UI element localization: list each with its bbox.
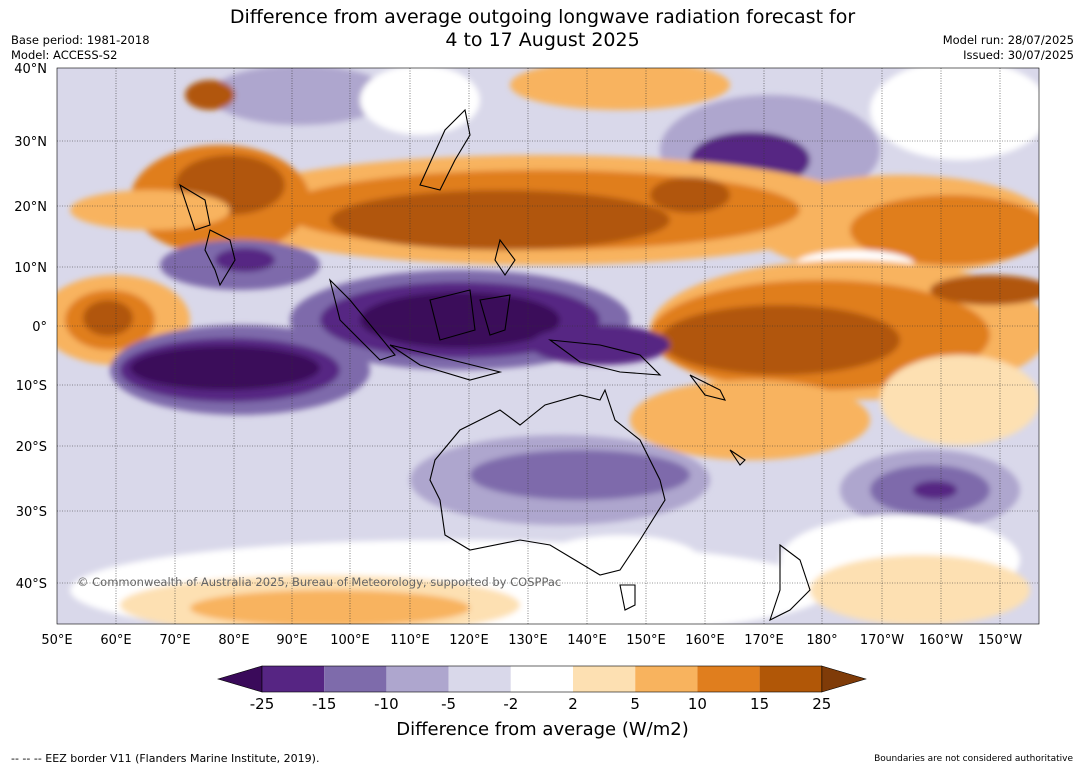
lon-label: 90°E: [276, 633, 307, 648]
lon-label: 140°E: [567, 633, 607, 648]
issued-date: Issued: 30/07/2025: [963, 48, 1074, 62]
left-meta: Base period: 1981-2018 Model: ACCESS-S2: [11, 33, 150, 63]
anomaly-field: [57, 68, 1039, 624]
colorbar-bin: [324, 666, 387, 692]
lon-label: 130°E: [508, 633, 548, 648]
colorbar-tick-label: -25: [250, 695, 275, 713]
colorbar-bin: [759, 666, 822, 692]
lat-label: 10°S: [16, 379, 47, 394]
colorbar-title: Difference from average (W/m2): [396, 719, 689, 740]
colorbar-bin: [510, 666, 573, 692]
lat-label: 30°S: [16, 505, 47, 520]
lon-label: 180°: [806, 633, 837, 648]
copyright-notice: © Commonwealth of Australia 2025, Bureau…: [77, 575, 561, 589]
colorbar-tick-label: 25: [812, 695, 831, 713]
lon-label: 110°E: [390, 633, 430, 648]
graticule: [57, 68, 1039, 624]
colorbar-bin: [386, 666, 449, 692]
boundaries-note: Boundaries are not considered authoritat…: [874, 754, 1073, 764]
colorbar-bin: [573, 666, 636, 692]
colorbar-bin: [635, 666, 698, 692]
map-title-line2: 4 to 17 August 2025: [445, 29, 640, 51]
lon-label: 50°E: [41, 633, 72, 648]
colorbar-tick-label: -10: [374, 695, 399, 713]
lon-label: 160°E: [685, 633, 725, 648]
lon-label: 80°E: [218, 633, 249, 648]
model-name: Model: ACCESS-S2: [11, 48, 118, 62]
colorbar-tick-label: 10: [688, 695, 707, 713]
model-run: Model run: 28/07/2025: [942, 33, 1074, 47]
coastlines: [179, 108, 811, 622]
lat-label: 40°S: [16, 577, 47, 592]
lon-label: 150°W: [978, 633, 1022, 648]
colorbar-min-arrow: [216, 665, 263, 693]
colorbar-tick-label: 15: [750, 695, 769, 713]
lat-label: 30°N: [14, 135, 47, 150]
lon-label: 170°W: [860, 633, 904, 648]
base-period: Base period: 1981-2018: [11, 33, 150, 47]
lon-label: 150°E: [626, 633, 666, 648]
lon-label: 100°E: [330, 633, 370, 648]
colorbar-bin: [697, 666, 760, 692]
lon-label: 60°E: [100, 633, 131, 648]
lat-label: 0°: [32, 320, 47, 335]
lat-label: 20°S: [16, 440, 47, 455]
lat-label: 40°N: [14, 62, 47, 77]
colorbar-bin: [262, 666, 325, 692]
colorbar-tick-label: -5: [441, 695, 456, 713]
colorbar-tick-label: -15: [312, 695, 337, 713]
eez-legend: -- -- -- EEZ border V11 (Flanders Marine…: [11, 752, 320, 765]
lat-label: 10°N: [14, 261, 47, 276]
lat-label: 20°N: [14, 200, 47, 215]
lon-label: 120°E: [449, 633, 489, 648]
colorbar-tick-label: 2: [568, 695, 578, 713]
lon-label: 160°W: [919, 633, 963, 648]
colorbar-tick-label: 5: [630, 695, 640, 713]
map-title-line1: Difference from average outgoing longwav…: [229, 6, 856, 28]
colorbar-bin: [448, 666, 511, 692]
axis-labels: 40°N 30°N 20°N 10°N 0° 10°S 20°S 30°S 40°S 50°E 60…: [14, 62, 1022, 648]
colorbar-max-arrow: [821, 665, 867, 693]
right-meta: Model run: 28/07/2025 Issued: 30/07/2025: [943, 33, 1074, 63]
lon-label: 170°E: [744, 633, 784, 648]
colorbar: -25 -15 -10 -5 -2 2 5 10 15 25: [216, 665, 867, 713]
colorbar-tick-label: -2: [503, 695, 518, 713]
lon-label: 70°E: [159, 633, 190, 648]
